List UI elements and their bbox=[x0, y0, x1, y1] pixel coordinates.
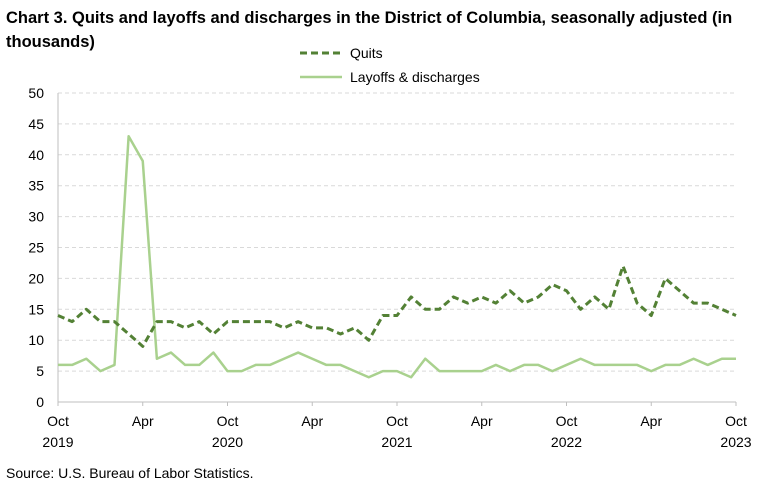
y-tick-label: 10 bbox=[28, 332, 44, 348]
y-tick-label: 50 bbox=[28, 85, 44, 101]
y-tick-label: 35 bbox=[28, 178, 44, 194]
y-tick-label: 40 bbox=[28, 147, 44, 163]
x-tick-label-year: 2019 bbox=[42, 434, 73, 450]
legend-label: Quits bbox=[350, 45, 383, 61]
legend: Quits Layoffs & discharges bbox=[300, 45, 480, 85]
x-tick-label-month: Oct bbox=[556, 413, 578, 429]
source-note: Source: U.S. Bureau of Labor Statistics. bbox=[6, 465, 254, 481]
chart-title: Chart 3. Quits and layoffs and discharge… bbox=[6, 9, 733, 51]
x-tick-label-year: 2020 bbox=[212, 434, 243, 450]
series-lines bbox=[57, 135, 737, 379]
y-tick-label: 0 bbox=[36, 394, 44, 410]
y-tick-label: 5 bbox=[36, 363, 44, 379]
y-tick-label: 20 bbox=[28, 270, 44, 286]
y-tick-label: 15 bbox=[28, 301, 44, 317]
x-tick-label-month: Apr bbox=[301, 413, 323, 429]
x-tick-label-month: Oct bbox=[725, 413, 747, 429]
y-tick-label: 25 bbox=[28, 240, 44, 256]
x-tick-label-month: Oct bbox=[386, 413, 408, 429]
gridlines bbox=[58, 92, 736, 372]
x-tick-label-year: 2023 bbox=[720, 434, 751, 450]
y-tick-label: 45 bbox=[28, 116, 44, 132]
x-tick-label-month: Apr bbox=[132, 413, 154, 429]
x-tick-label-year: 2021 bbox=[381, 434, 412, 450]
x-tick-label-month: Apr bbox=[471, 413, 493, 429]
y-tick-label: 30 bbox=[28, 209, 44, 225]
x-tick-label-month: Oct bbox=[217, 413, 239, 429]
x-axis-tick-labels: Oct 2019 Apr Oct 2020 Apr Oct 2021 Apr Oct 2022 Apr… bbox=[42, 413, 751, 450]
series-line-layoffs-discharges bbox=[58, 135, 736, 379]
x-tick-label-year: 2022 bbox=[551, 434, 582, 450]
legend-label: Layoffs & discharges bbox=[350, 69, 480, 85]
series-line-quits bbox=[57, 264, 737, 348]
x-tick-label-month: Oct bbox=[47, 413, 69, 429]
y-axis-tick-labels: 0 5 10 15 20 25 30 35 40 45 50 bbox=[28, 85, 44, 410]
axes bbox=[57, 93, 737, 406]
x-tick-label-month: Apr bbox=[640, 413, 662, 429]
